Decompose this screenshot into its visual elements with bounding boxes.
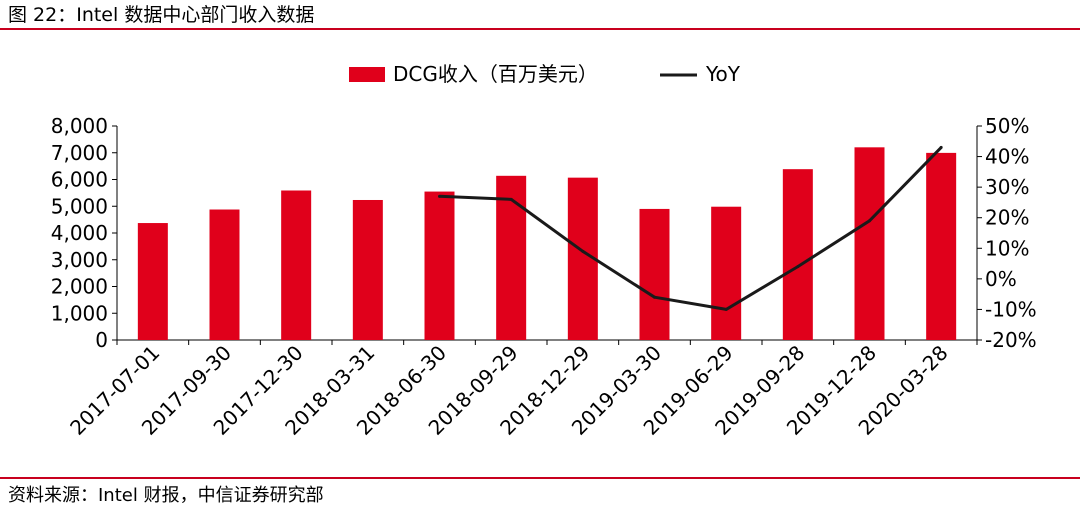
bar-dcg-revenue — [639, 208, 670, 340]
legend: DCG收入（百万美元） YoY — [349, 62, 741, 86]
yoy-point — [939, 145, 943, 149]
right-tick-label: 30% — [985, 175, 1029, 199]
bar-dcg-revenue — [281, 190, 312, 340]
right-tick-label: 40% — [985, 145, 1029, 169]
left-tick-label: 7,000 — [51, 141, 108, 165]
yoy-point — [581, 249, 585, 253]
bar-dcg-revenue — [782, 169, 813, 340]
yoy-line — [439, 146, 943, 311]
bar-dcg-revenue — [926, 152, 957, 340]
bar-dcg-revenue — [496, 175, 527, 340]
source-note: 资料来源：Intel 财报，中信证券研究部 — [8, 485, 324, 506]
bar-dcg-revenue — [854, 147, 885, 340]
right-tick-label: 10% — [985, 236, 1029, 260]
left-tick-label: 2,000 — [51, 275, 108, 299]
left-tick-label: 5,000 — [51, 194, 108, 218]
legend-line-label: YoY — [705, 62, 741, 86]
title-rule — [0, 28, 1080, 30]
bar-dcg-revenue — [424, 191, 455, 340]
left-tick-label: 6,000 — [51, 168, 108, 192]
left-tick-label: 0 — [95, 328, 108, 352]
left-tick-label: 8,000 — [51, 114, 108, 138]
yoy-point — [724, 307, 728, 311]
right-tick-label: -10% — [985, 297, 1037, 321]
yoy-point — [509, 197, 513, 201]
left-tick-label: 1,000 — [51, 301, 108, 325]
right-tick-label: 50% — [985, 114, 1029, 138]
left-tick-label: 4,000 — [51, 221, 108, 245]
bar-dcg-revenue — [711, 206, 742, 340]
yoy-point — [653, 295, 656, 299]
yoy-point — [796, 265, 800, 269]
figure-title: 图 22：Intel 数据中心部门收入数据 — [8, 4, 315, 26]
source-rule — [0, 477, 1080, 479]
yoy-point — [438, 194, 441, 198]
legend-bar-swatch — [349, 67, 385, 82]
left-tick-label: 3,000 — [51, 248, 108, 272]
yoy-point — [868, 219, 871, 223]
legend-bar-label: DCG收入（百万美元） — [393, 62, 598, 86]
right-tick-label: -20% — [985, 328, 1037, 352]
right-tick-label: 0% — [985, 267, 1017, 291]
right-tick-label: 20% — [985, 206, 1029, 230]
bar-dcg-revenue — [137, 223, 168, 340]
bar-dcg-revenue — [352, 199, 383, 340]
bar-dcg-revenue — [209, 209, 240, 340]
